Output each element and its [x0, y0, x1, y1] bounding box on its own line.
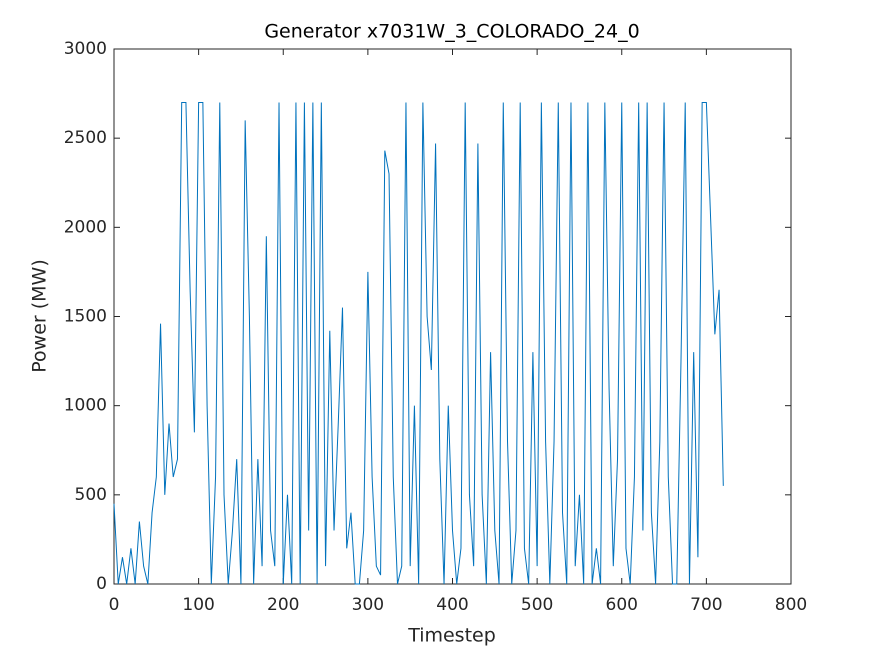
y-tick-label: 1500 [64, 307, 107, 327]
x-tick-label: 700 [690, 595, 722, 615]
y-tick-label: 1000 [64, 396, 107, 416]
x-tick-label: 400 [436, 595, 468, 615]
chart-title: Generator x7031W_3_COLORADO_24_0 [264, 21, 639, 43]
y-tick-label: 0 [96, 574, 107, 594]
y-tick-label: 2000 [64, 217, 107, 237]
y-tick-label: 3000 [64, 39, 107, 59]
x-tick-label: 300 [352, 595, 384, 615]
x-tick-label: 800 [775, 595, 807, 615]
x-tick-label: 0 [109, 595, 120, 615]
y-axis-label: Power (MW) [29, 259, 51, 373]
x-tick-label: 200 [267, 595, 299, 615]
x-tick-label: 500 [521, 595, 553, 615]
x-tick-label: 100 [182, 595, 214, 615]
data-line [113, 102, 724, 585]
x-tick-label: 600 [606, 595, 638, 615]
plot-area [113, 48, 792, 585]
x-axis-label: Timestep [407, 625, 496, 647]
y-tick-label: 500 [75, 485, 107, 505]
y-tick-label: 2500 [64, 128, 107, 148]
